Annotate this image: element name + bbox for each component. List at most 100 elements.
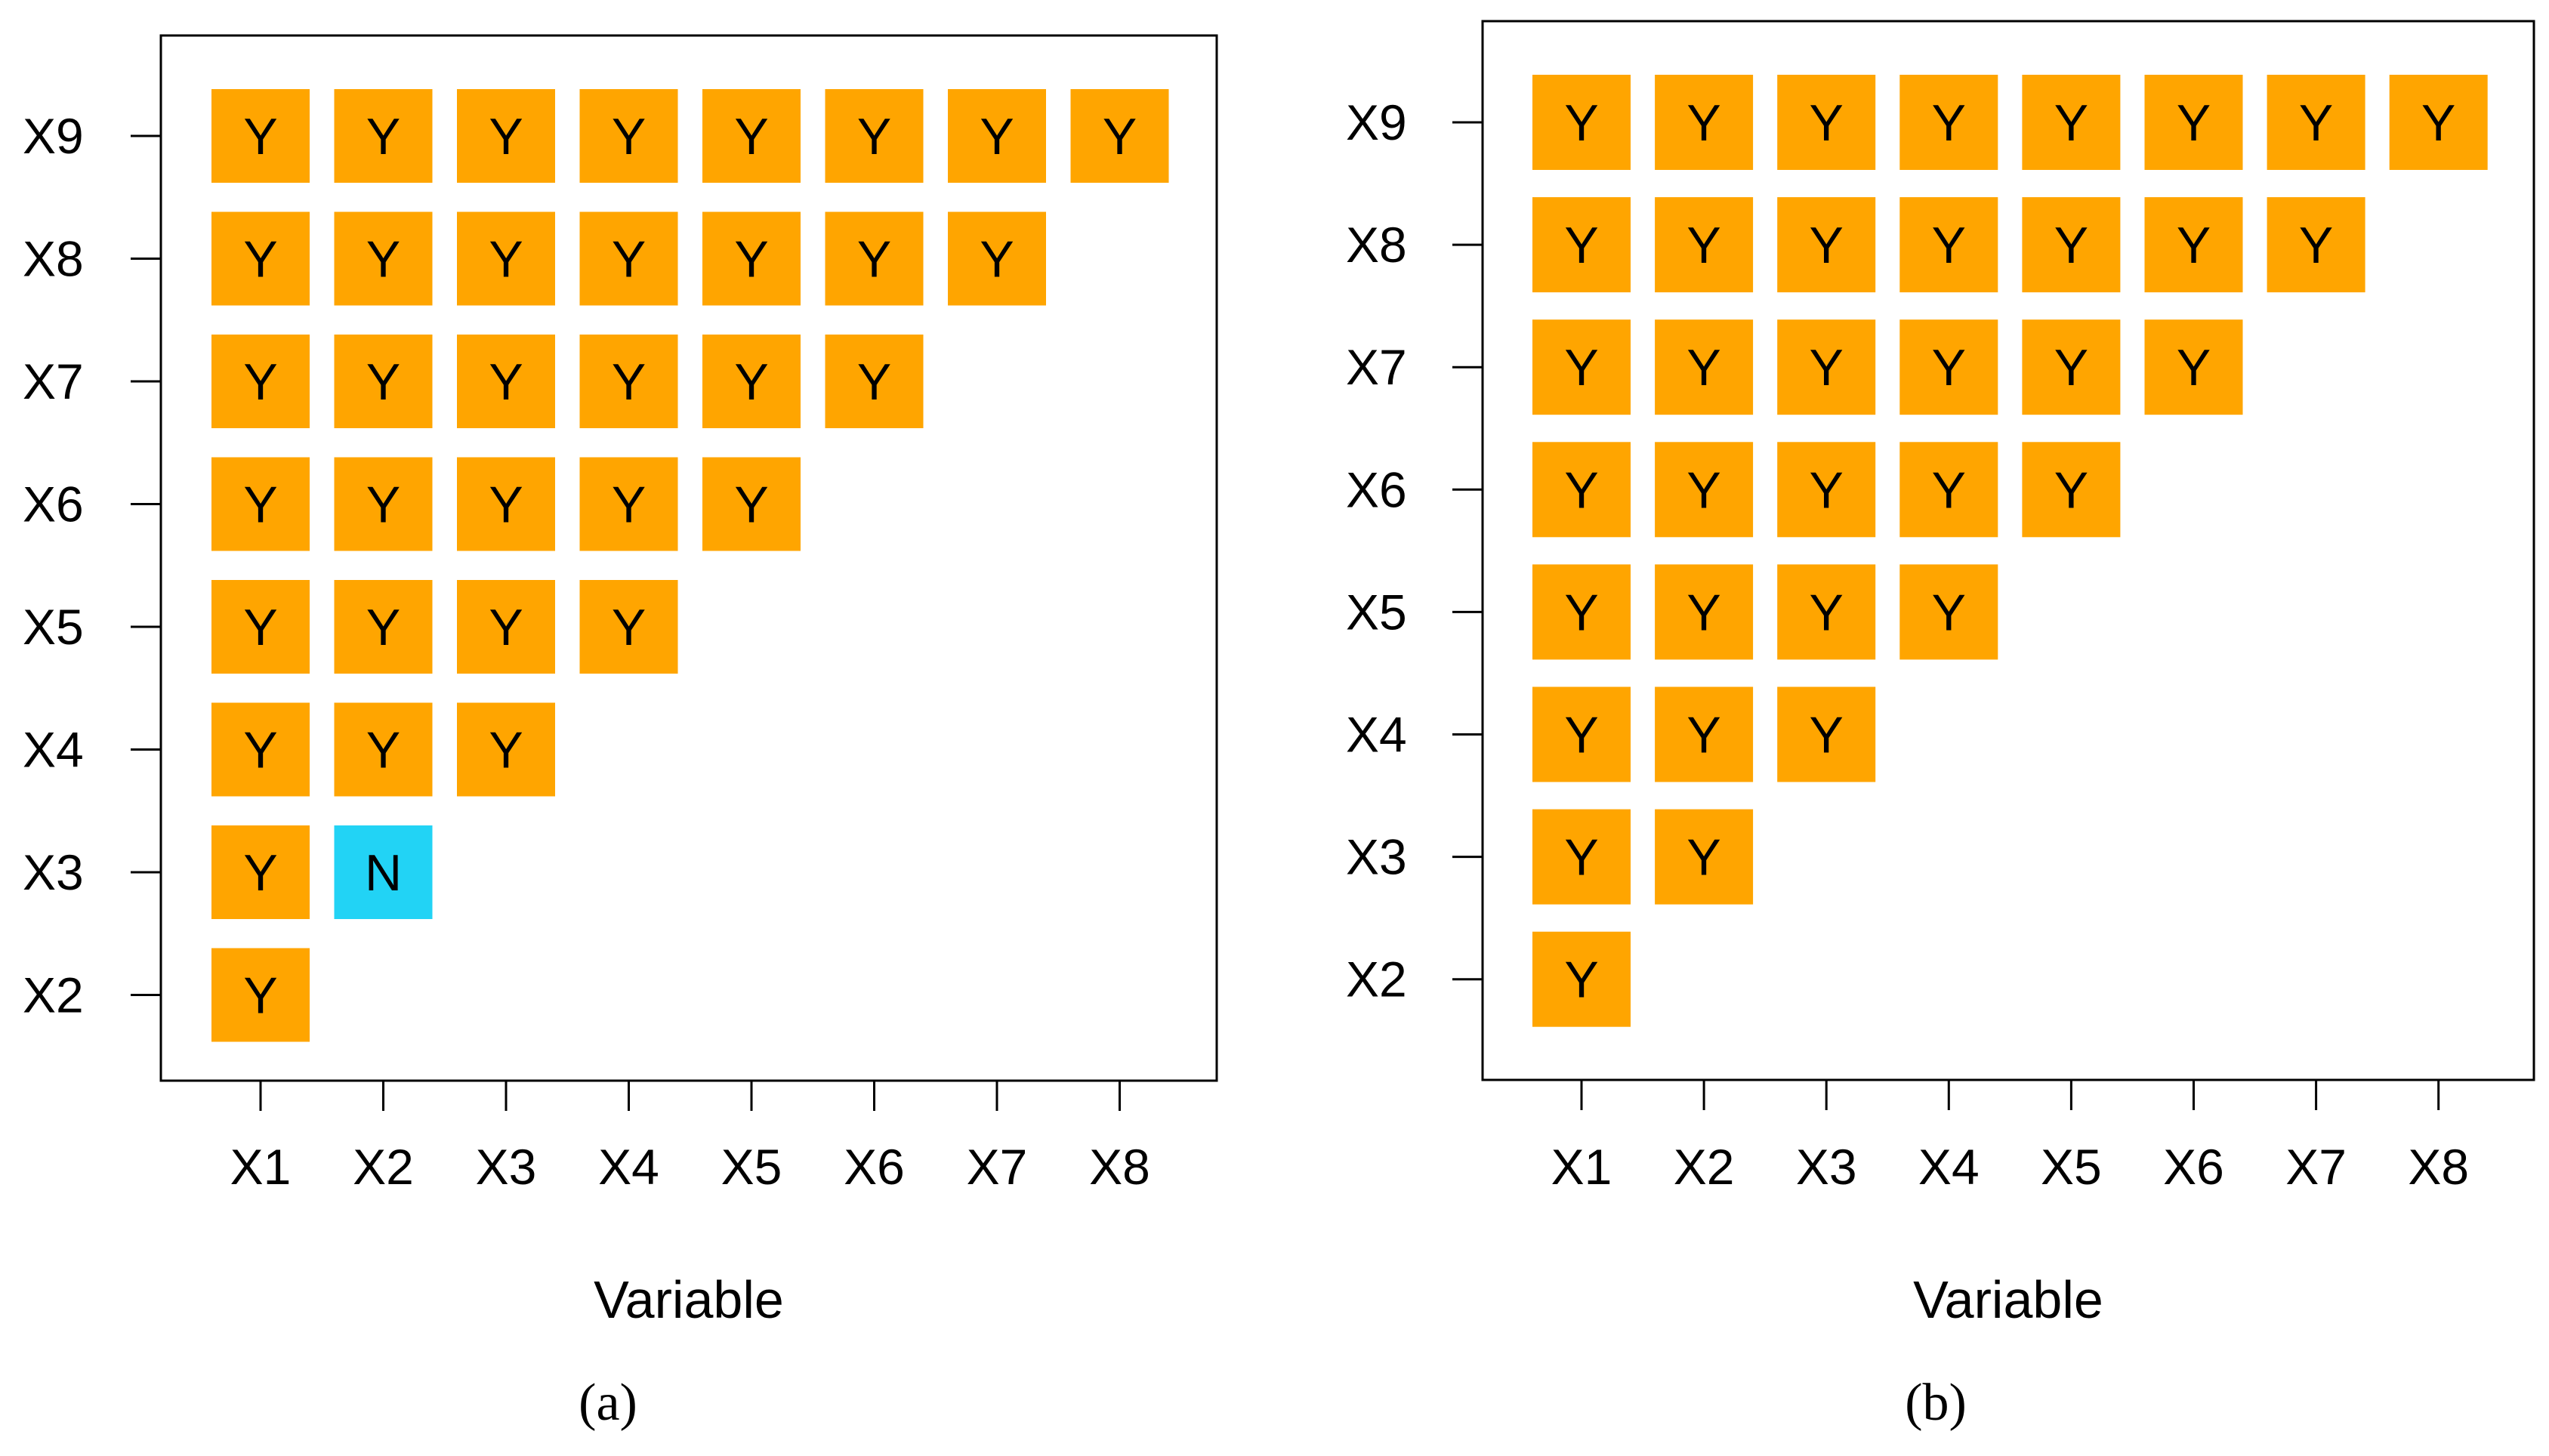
cell-label: Y: [1932, 94, 1966, 152]
cell-tile: [2267, 75, 2365, 170]
cell-label: Y: [1686, 217, 1720, 274]
cell-label: Y: [1932, 584, 1966, 641]
x-tick-label: X2: [353, 1139, 414, 1195]
cell-label: Y: [243, 477, 277, 534]
x-axis-title: Variable: [594, 1270, 784, 1329]
x-tick-label: X6: [844, 1139, 905, 1195]
x-tick-label: X8: [1089, 1139, 1150, 1195]
cell-tile: [2267, 197, 2365, 293]
cell-tile: [1899, 442, 1998, 538]
cell-label: Y: [1103, 108, 1137, 165]
cell-tile: [334, 580, 433, 674]
cell-label: Y: [1686, 584, 1720, 641]
cell-tile: [1655, 442, 1754, 538]
cell-tile: [2144, 197, 2243, 293]
cell-tile: [1777, 197, 1876, 293]
cell-label: Y: [366, 231, 400, 288]
cell-tile: [1899, 75, 1998, 170]
cell-tile: [948, 211, 1046, 306]
cell-tile: [334, 211, 433, 306]
y-tick-label: X2: [1346, 952, 1407, 1007]
cell-tile: [2389, 75, 2488, 170]
cell-tile: [211, 211, 310, 306]
cell-tile: [1655, 75, 1754, 170]
cell-label: Y: [366, 353, 400, 411]
cell-tile: [1655, 319, 1754, 415]
cell-label: Y: [857, 353, 891, 411]
cell-label: Y: [1686, 461, 1720, 519]
x-tick-label: X1: [230, 1139, 292, 1195]
y-tick-label: X5: [23, 599, 84, 655]
x-tick-label: X5: [2041, 1139, 2102, 1195]
y-tick-label: X4: [1346, 707, 1407, 763]
cell-label: Y: [366, 108, 400, 165]
x-tick-label: X3: [1796, 1139, 1857, 1195]
x-tick-label: X7: [967, 1139, 1028, 1195]
cell-label: Y: [366, 477, 400, 534]
cell-tile: [457, 89, 555, 183]
cell-tile: [457, 457, 555, 551]
cell-tile: [579, 89, 678, 183]
cell-label: Y: [1686, 94, 1720, 152]
cell-tile: [1777, 686, 1876, 782]
cell-tile: [1532, 75, 1631, 170]
cell-label: Y: [2299, 217, 2333, 274]
cell-tile: [334, 335, 433, 428]
cell-tile: [334, 825, 433, 919]
cell-label: Y: [489, 599, 523, 656]
y-tick-label: X3: [23, 844, 84, 900]
cell-label: Y: [1932, 217, 1966, 274]
cell-label: Y: [2054, 339, 2088, 396]
cell-tile: [211, 457, 310, 551]
cell-label: Y: [2421, 94, 2455, 152]
cell-label: N: [365, 844, 402, 902]
cell-label: Y: [243, 231, 277, 288]
cell-label: Y: [980, 231, 1014, 288]
cell-label: Y: [2054, 94, 2088, 152]
cell-tile: [1777, 564, 1876, 660]
cell-tile: [2022, 197, 2121, 293]
cell-label: Y: [243, 844, 277, 902]
cell-tile: [1532, 442, 1631, 538]
cell-label: Y: [489, 477, 523, 534]
cell-tile: [1777, 319, 1876, 415]
cell-label: Y: [1686, 707, 1720, 764]
cell-tile: [579, 211, 678, 306]
cell-tile: [211, 825, 310, 919]
cell-label: Y: [612, 353, 646, 411]
cell-tile: [457, 580, 555, 674]
cell-label: Y: [612, 477, 646, 534]
cell-label: Y: [243, 967, 277, 1025]
panel-b: X2 X3 X4 X5 X6 X7 X8 X9 X1 X2 X3 X4 X5 X6 X7 X8 Y Y Y Y Y Y Y Y…: [1346, 20, 2535, 1432]
cell-tile: [1070, 89, 1169, 183]
cell-tile: [825, 335, 924, 428]
panel-caption: (a): [579, 1374, 637, 1432]
cell-label: Y: [243, 599, 277, 656]
cell-tile: [1532, 686, 1631, 782]
cell-label: Y: [1810, 707, 1844, 764]
cell-label: Y: [1810, 94, 1844, 152]
cell-tile: [1655, 564, 1754, 660]
x-tick-label: X5: [721, 1139, 782, 1195]
cell-label: Y: [1564, 829, 1598, 887]
cell-label: Y: [1564, 584, 1598, 641]
cell-tile: [579, 335, 678, 428]
cell-tile: [1655, 686, 1754, 782]
cell-tile: [1899, 319, 1998, 415]
cell-label: Y: [243, 108, 277, 165]
x-tick-label: X4: [598, 1139, 659, 1195]
cell-tile: [2144, 319, 2243, 415]
cell-label: Y: [2054, 217, 2088, 274]
cell-label: Y: [2177, 94, 2211, 152]
x-tick-label: X4: [1918, 1139, 1980, 1195]
cell-tile: [702, 335, 801, 428]
cell-label: Y: [366, 722, 400, 779]
cell-tile: [211, 702, 310, 797]
cell-label: Y: [1686, 339, 1720, 396]
cell-tile: [211, 948, 310, 1042]
cell-tile: [1899, 197, 1998, 293]
cell-tile: [2144, 75, 2243, 170]
cell-tile: [2022, 75, 2121, 170]
y-tick-label: X5: [1346, 584, 1407, 640]
y-tick-label: X3: [1346, 829, 1407, 885]
